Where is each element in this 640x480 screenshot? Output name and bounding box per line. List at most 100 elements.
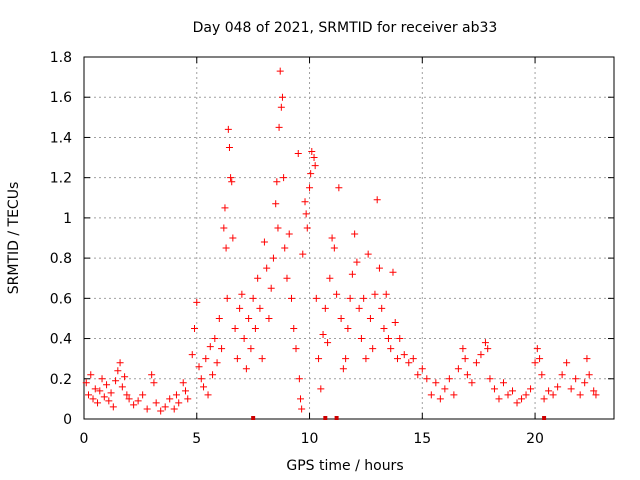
data-point xyxy=(583,355,591,363)
data-point xyxy=(209,371,217,379)
data-point xyxy=(267,284,275,292)
y-tick-label: 0.4 xyxy=(50,332,72,348)
data-point xyxy=(518,395,526,403)
data-point xyxy=(312,294,320,302)
data-point xyxy=(222,244,230,252)
data-point xyxy=(260,238,268,246)
data-point xyxy=(274,224,282,232)
data-point xyxy=(558,371,566,379)
data-point xyxy=(481,339,489,347)
data-point xyxy=(499,379,507,387)
data-point xyxy=(319,331,327,339)
data-point xyxy=(249,294,257,302)
data-point xyxy=(87,371,95,379)
data-point xyxy=(554,383,562,391)
data-point xyxy=(303,224,311,232)
data-point xyxy=(549,391,557,399)
data-point xyxy=(572,375,580,383)
data-point xyxy=(346,294,354,302)
data-point xyxy=(292,345,300,353)
data-point xyxy=(240,335,248,343)
data-point xyxy=(202,355,210,363)
y-tick-label: 0.8 xyxy=(50,251,72,267)
data-point xyxy=(82,379,90,387)
data-point xyxy=(355,304,363,312)
data-point xyxy=(333,290,341,298)
data-point xyxy=(258,355,266,363)
data-point xyxy=(360,294,368,302)
data-point xyxy=(121,373,129,381)
data-point xyxy=(387,345,395,353)
data-point xyxy=(321,304,329,312)
data-point xyxy=(228,178,236,186)
y-tick-label: 1.8 xyxy=(50,50,72,66)
data-point xyxy=(299,250,307,258)
data-point xyxy=(339,365,347,373)
data-point xyxy=(306,184,314,192)
data-point xyxy=(527,385,535,393)
data-point xyxy=(283,274,291,282)
data-point xyxy=(184,395,192,403)
data-point xyxy=(94,399,102,407)
data-point xyxy=(335,184,343,192)
y-tick-label: 1.6 xyxy=(50,90,72,106)
x-tick-label: 0 xyxy=(80,431,89,447)
data-point xyxy=(310,154,318,162)
data-point xyxy=(272,200,280,208)
data-point xyxy=(477,351,485,359)
data-point xyxy=(166,395,174,403)
data-point xyxy=(130,401,138,409)
data-point xyxy=(369,345,377,353)
data-point xyxy=(432,379,440,387)
y-tick-labels: 0 0.2 0.4 0.6 0.8 1 1.2 1.4 1.6 1.8 xyxy=(50,50,72,428)
data-point xyxy=(227,174,235,182)
data-point xyxy=(242,365,250,373)
data-point xyxy=(538,371,546,379)
data-point xyxy=(98,375,106,383)
data-point xyxy=(103,381,111,389)
data-point xyxy=(170,405,178,413)
data-point xyxy=(179,379,187,387)
data-point xyxy=(125,395,133,403)
data-point xyxy=(484,345,492,353)
data-point xyxy=(152,399,160,407)
data-point xyxy=(231,325,239,332)
data-point xyxy=(351,230,359,238)
data-point xyxy=(280,174,288,182)
data-point xyxy=(206,343,214,351)
data-point xyxy=(175,399,183,407)
data-point xyxy=(414,371,422,379)
data-point xyxy=(362,355,370,363)
x-tick-label: 5 xyxy=(192,431,201,447)
data-point xyxy=(114,367,122,375)
data-point xyxy=(236,304,244,312)
data-point xyxy=(301,198,309,206)
data-point xyxy=(195,363,203,371)
data-point xyxy=(459,345,467,353)
data-point xyxy=(204,391,212,399)
x-tick-label: 10 xyxy=(301,431,319,447)
y-tick-label: 1.4 xyxy=(50,130,72,146)
y-tick-label: 1 xyxy=(63,211,72,227)
data-point xyxy=(273,178,281,186)
data-point xyxy=(317,385,325,393)
data-point xyxy=(109,403,117,411)
data-point xyxy=(436,395,444,403)
data-point xyxy=(200,383,208,391)
data-point xyxy=(348,270,356,278)
data-point xyxy=(373,196,381,204)
data-point xyxy=(536,355,544,363)
data-point xyxy=(576,391,584,399)
data-point xyxy=(590,387,598,395)
data-point xyxy=(454,365,462,373)
data-point xyxy=(461,355,469,363)
data-point xyxy=(391,318,399,326)
data-point xyxy=(344,325,352,332)
data-point xyxy=(378,304,386,312)
data-point xyxy=(96,387,104,395)
data-point xyxy=(389,268,397,276)
data-point xyxy=(213,359,221,367)
data-point xyxy=(427,391,435,399)
data-point xyxy=(123,391,131,399)
